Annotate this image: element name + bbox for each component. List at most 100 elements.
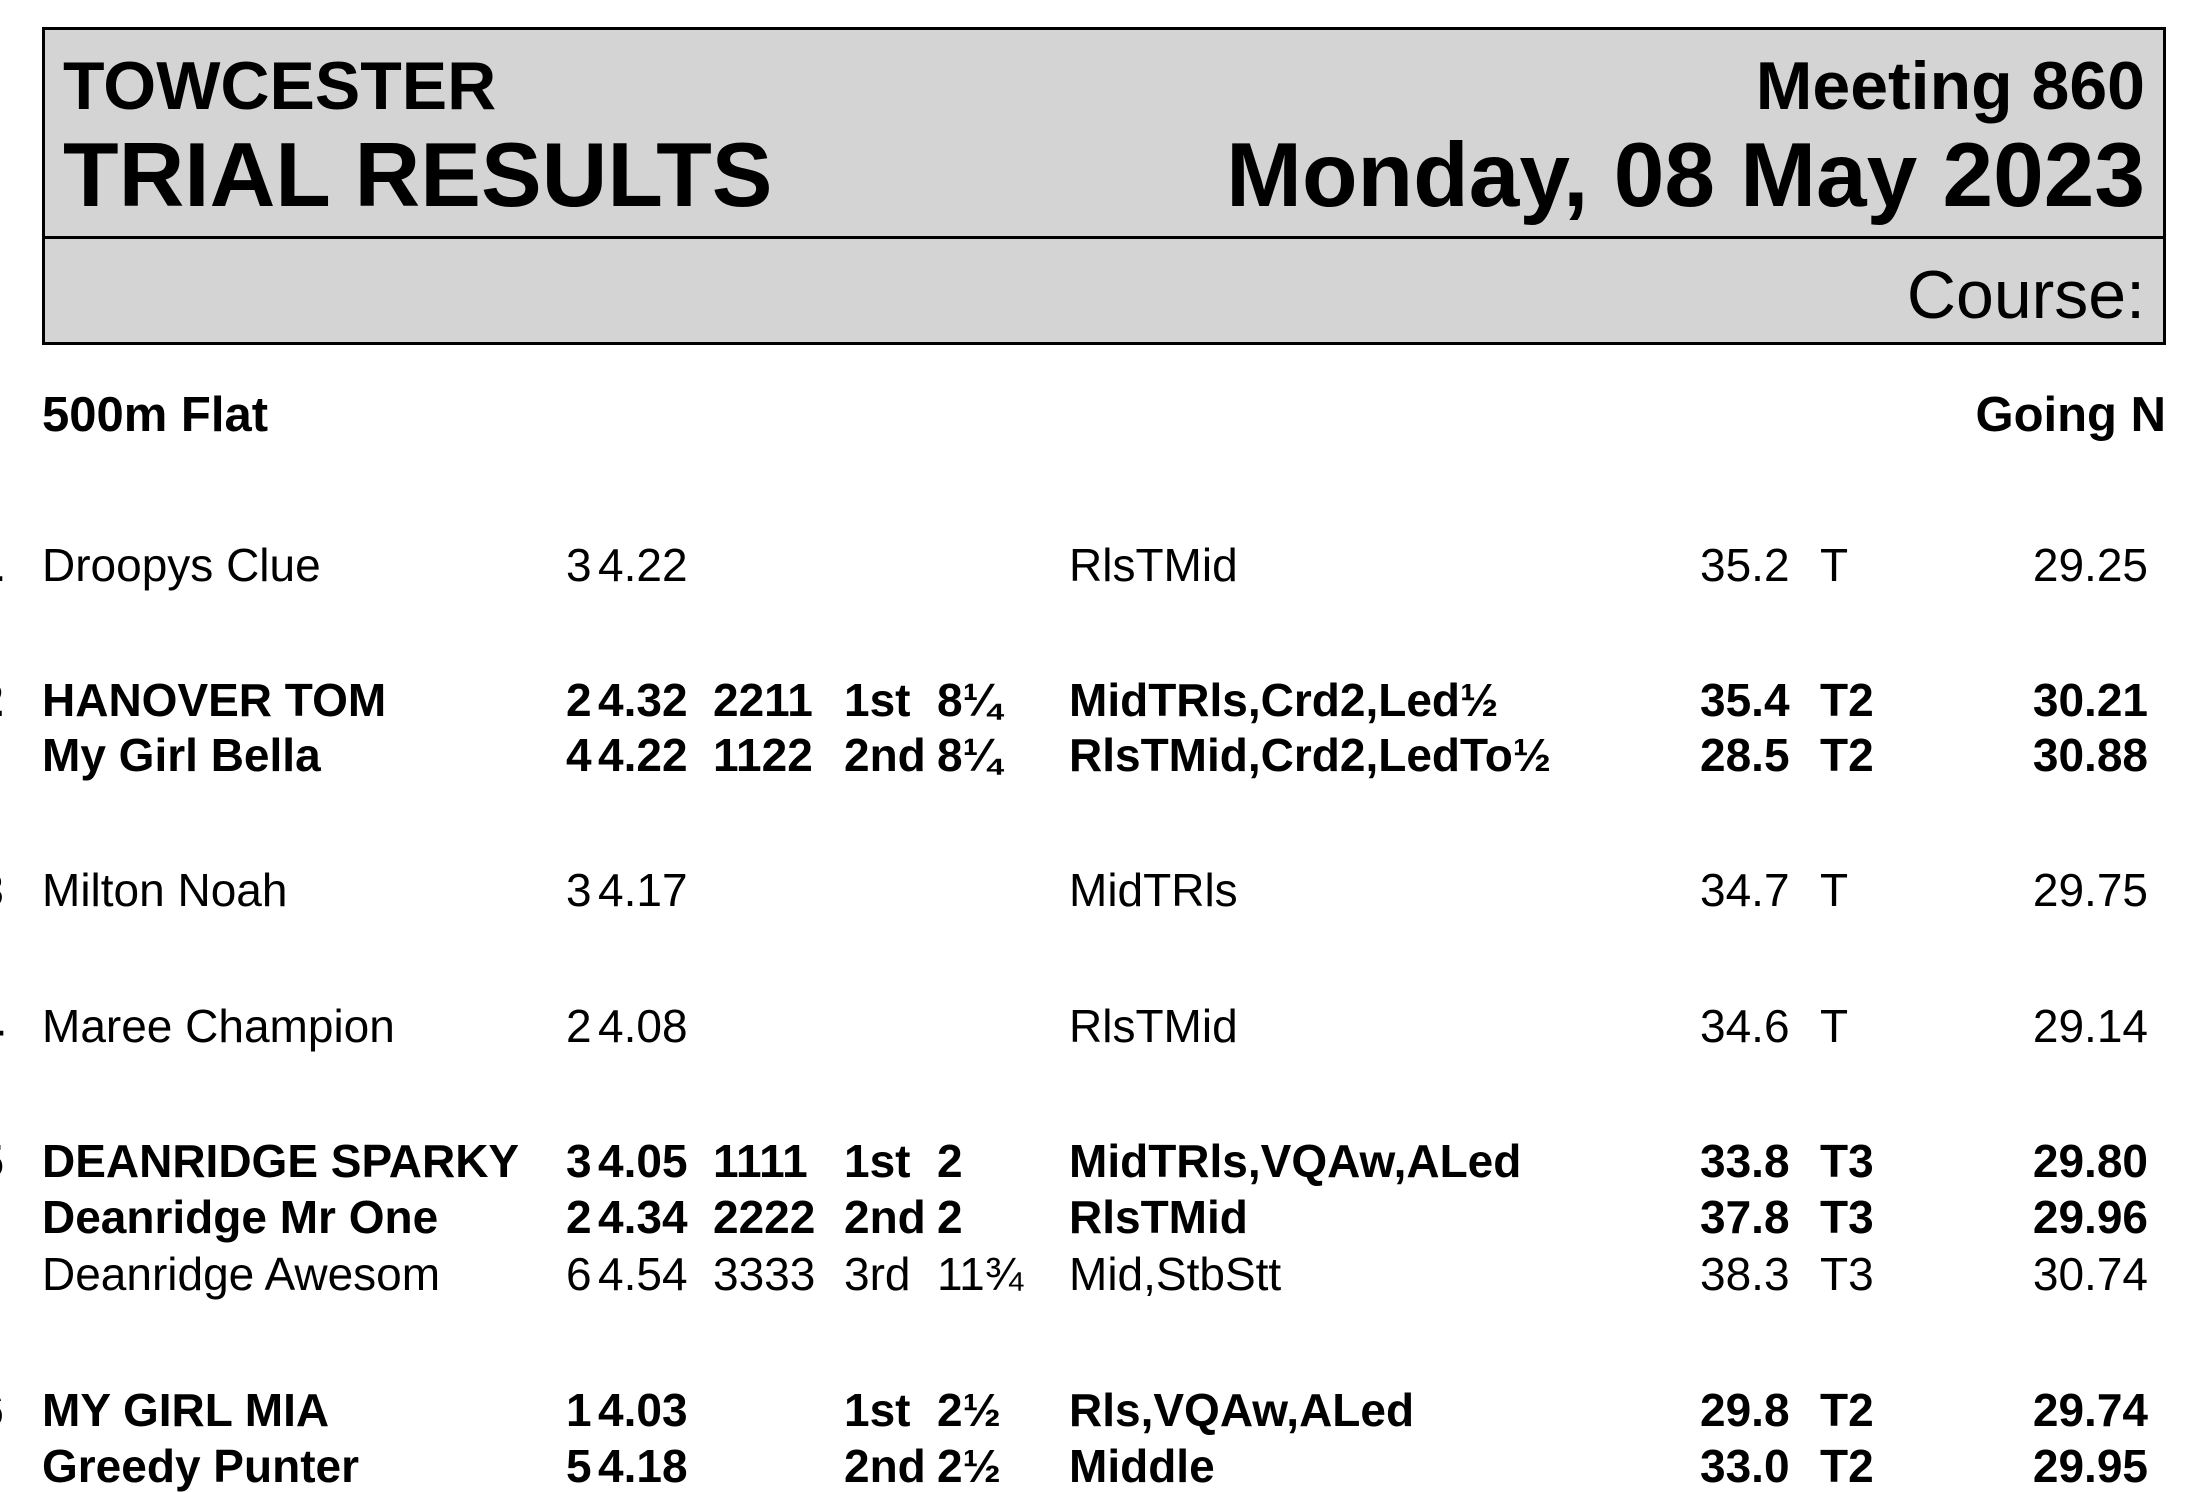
remarks: Middle	[1069, 1440, 1215, 1492]
finish-position: 1st	[844, 1384, 911, 1436]
bend-positions: 3333	[713, 1248, 816, 1300]
weight: 29.8	[1700, 1384, 1790, 1436]
remarks: RlsTMid	[1069, 1191, 1248, 1243]
dog-name: Milton Noah	[42, 864, 288, 916]
sectional-time: 4.22	[598, 729, 688, 781]
distance-beaten: 11¾	[937, 1248, 1024, 1300]
remarks: MidTRls,Crd2,Led½	[1069, 674, 1499, 726]
table-row: Deanridge Awesom 6 4.54 3333 3rd 11¾ Mid,StbSt…	[0, 1249, 2202, 1299]
trial-number: 6	[0, 1385, 18, 1435]
grade: T2	[1820, 1384, 1874, 1436]
trap: 2	[566, 674, 592, 726]
sectional-time: 4.08	[598, 1000, 688, 1052]
remarks: RlsTMid	[1069, 1000, 1238, 1052]
meeting-number: Meeting 860	[1755, 48, 2145, 124]
finish-position: 1st	[844, 674, 911, 726]
dog-name: Maree Champion	[42, 1000, 395, 1052]
sectional-time: 4.22	[598, 539, 688, 591]
trap: 3	[566, 1135, 592, 1187]
finish-time: 29.74	[2032, 1384, 2148, 1436]
trap: 3	[566, 539, 592, 591]
meeting-header: TOWCESTER TRIAL RESULTS Meeting 860 Mond…	[42, 27, 2166, 345]
dog-name: MY GIRL MIA	[42, 1384, 330, 1436]
sectional-time: 4.32	[598, 674, 688, 726]
bend-positions: 1111	[713, 1135, 808, 1187]
page-title: TRIAL RESULTS	[63, 125, 773, 226]
finish-position: 1st	[844, 1135, 911, 1187]
dog-name: Droopys Clue	[42, 539, 321, 591]
finish-time: 30.74	[2032, 1248, 2148, 1300]
weight: 35.2	[1700, 539, 1790, 591]
finish-time: 29.95	[2032, 1440, 2148, 1492]
dog-name: My Girl Bella	[42, 729, 321, 781]
going-label: Going N	[1975, 388, 2166, 442]
finish-time: 29.25	[2032, 539, 2148, 591]
finish-position: 2nd	[844, 729, 926, 781]
table-row: 2HANOVER TOM24.3222111st8¼MidTRls,Crd2,L…	[0, 675, 2202, 725]
distance-beaten: 2	[937, 1135, 963, 1187]
table-row: My Girl Bella 4 4.22 1122 2nd 8¼ RlsTMid,Crd2,…	[0, 730, 2202, 780]
grade: T	[1820, 539, 1849, 591]
sectional-time: 4.03	[598, 1384, 688, 1436]
trial-number: 5	[0, 1136, 18, 1186]
weight: 34.6	[1700, 1000, 1790, 1052]
sectional-time: 4.34	[598, 1191, 688, 1243]
course-label: Course:	[1906, 257, 2145, 333]
finish-time: 29.75	[2032, 864, 2148, 916]
grade: T2	[1820, 1440, 1874, 1492]
remarks: Rls,VQAw,ALed	[1069, 1384, 1415, 1436]
trial-number: 4	[0, 1001, 18, 1051]
remarks: MidTRls	[1069, 864, 1238, 916]
weight: 34.7	[1700, 864, 1790, 916]
grade: T2	[1820, 729, 1874, 781]
venue-name: TOWCESTER	[63, 48, 497, 124]
table-row: 6 MY GIRL MIA 14.03 1st 2½ Rls,VQAw,ALed 29.8 T…	[0, 1385, 2202, 1435]
trap: 6	[566, 1248, 592, 1300]
grade: T3	[1820, 1248, 1874, 1300]
race-info: 500m Flat Going N	[42, 385, 2166, 445]
distance-beaten: 2	[937, 1191, 963, 1243]
trial-number: 3	[0, 865, 18, 915]
trap: 4	[566, 729, 592, 781]
distance-beaten: 8¼	[937, 674, 1001, 726]
table-row: Deanridge Mr One 2 4.34 2222 2nd 2 RlsTMid 37.8…	[0, 1192, 2202, 1242]
dog-name: Deanridge Awesom	[42, 1248, 441, 1300]
sectional-time: 4.05	[598, 1135, 688, 1187]
weight: 37.8	[1700, 1191, 1790, 1243]
finish-position: 2nd	[844, 1191, 926, 1243]
dog-name: DEANRIDGE SPARKY	[42, 1135, 520, 1187]
meeting-date: Monday, 08 May 2023	[1226, 125, 2145, 226]
bend-positions: 1122	[713, 729, 813, 781]
grade: T	[1820, 864, 1849, 916]
distance-beaten: 2½	[937, 1440, 1001, 1492]
weight: 33.8	[1700, 1135, 1790, 1187]
dog-name: Greedy Punter	[42, 1440, 359, 1492]
trap: 1	[566, 1384, 592, 1436]
trial-results-list: 1Droopys Clue34.22RlsTMid35.2T29.252HANO…	[0, 540, 2202, 1491]
sectional-time: 4.17	[598, 864, 688, 916]
trap: 2	[566, 1191, 592, 1243]
trap: 2	[566, 1000, 592, 1052]
grade: T	[1820, 1000, 1849, 1052]
header-top-section: TOWCESTER TRIAL RESULTS Meeting 860 Mond…	[45, 30, 2163, 239]
weight: 35.4	[1700, 674, 1790, 726]
trap: 5	[566, 1440, 592, 1492]
finish-time: 29.14	[2032, 1000, 2148, 1052]
distance-beaten: 2½	[937, 1384, 1001, 1436]
table-row: Greedy Punter 5 4.18 2nd 2½ Middle 33.0 T2 29.95	[0, 1441, 2202, 1491]
finish-time: 29.80	[2032, 1135, 2148, 1187]
bend-positions: 2211	[713, 674, 813, 726]
dog-name: HANOVER TOM	[42, 674, 387, 726]
race-distance: 500m Flat	[42, 388, 269, 442]
weight: 33.0	[1700, 1440, 1790, 1492]
weight: 38.3	[1700, 1248, 1790, 1300]
weight: 28.5	[1700, 729, 1790, 781]
remarks: MidTRls,VQAw,ALed	[1069, 1135, 1522, 1187]
table-row: 1 Droopys Clue 34.22 RlsTMid 35.2 T 29.25	[0, 540, 2202, 590]
remarks: Mid,StbStt	[1069, 1248, 1282, 1300]
trial-number: 1	[0, 540, 18, 590]
finish-position: 3rd	[844, 1248, 911, 1300]
distance-beaten: 8¼	[937, 729, 1001, 781]
finish-time: 29.96	[2032, 1191, 2148, 1243]
